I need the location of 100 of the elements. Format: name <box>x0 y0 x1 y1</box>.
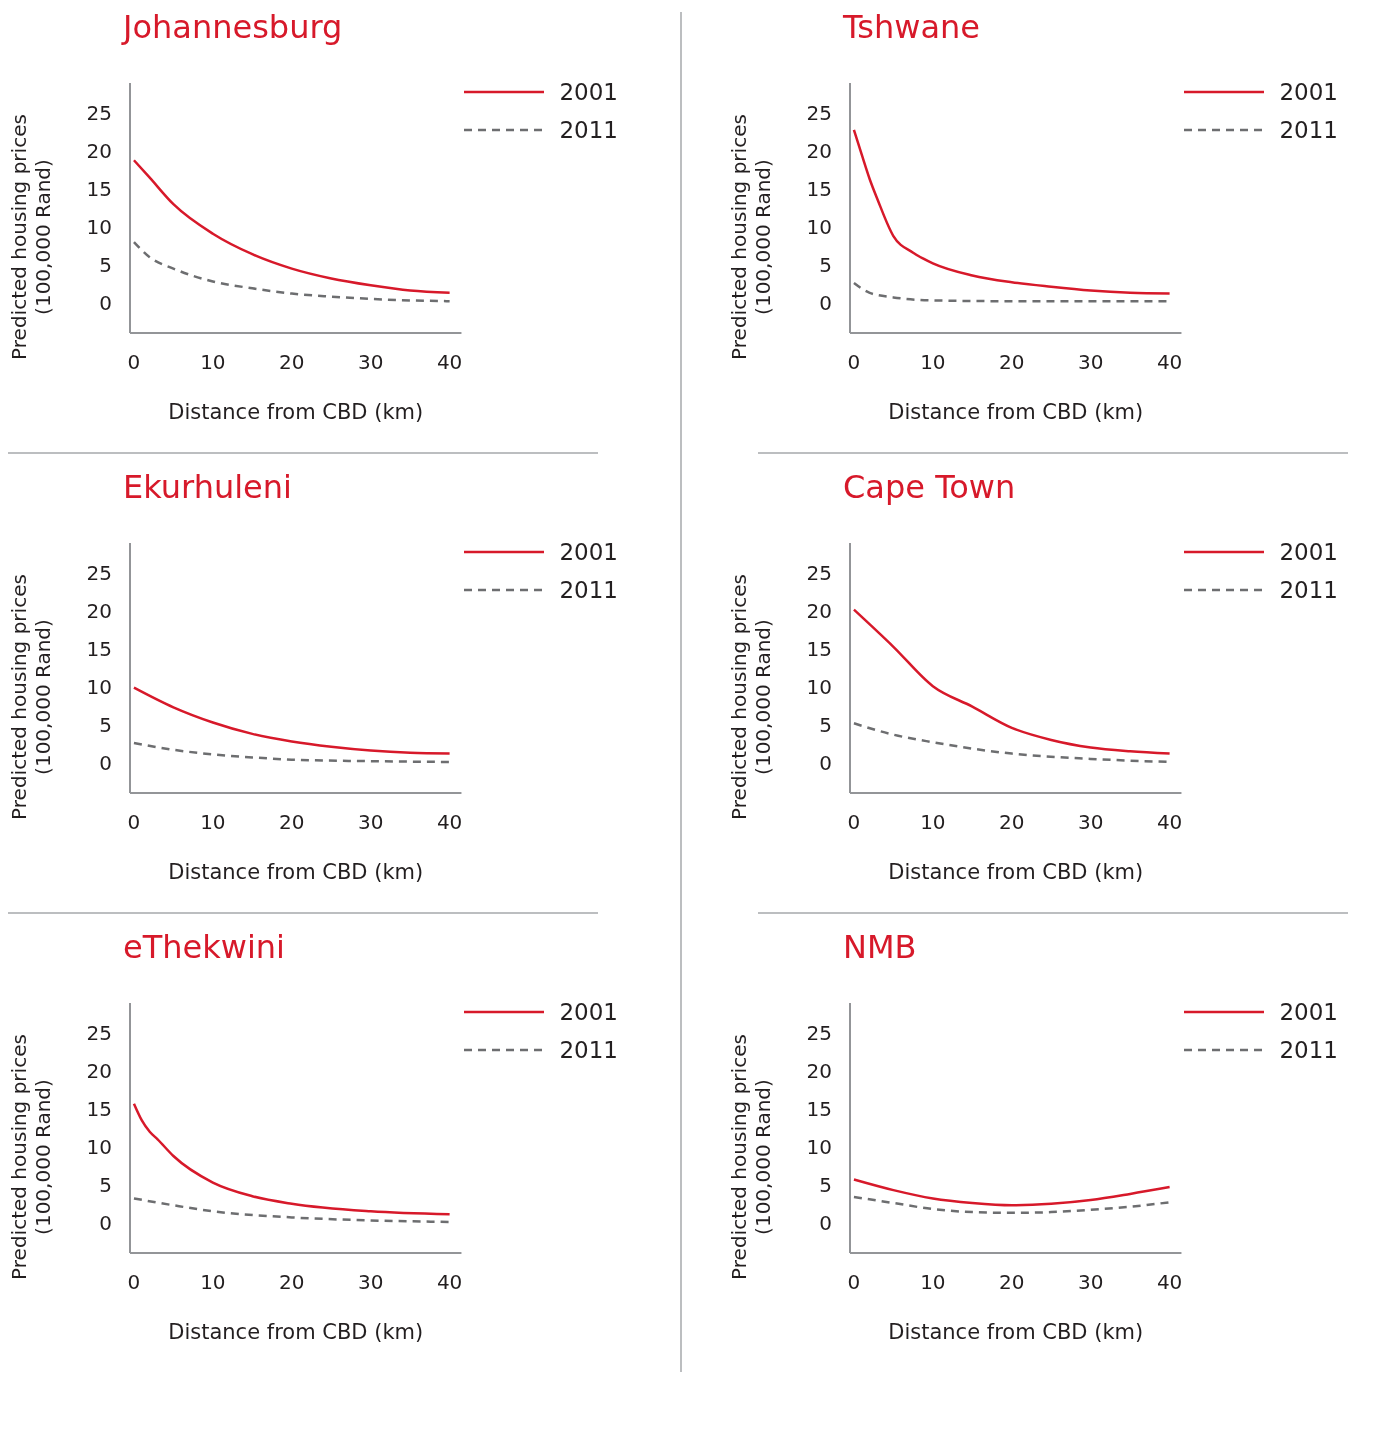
y-tick-label: 20 <box>806 599 832 624</box>
legend-label: 2011 <box>1279 117 1338 143</box>
x-tick-label: 40 <box>436 1270 463 1295</box>
x-tick-label: 40 <box>1156 1270 1183 1295</box>
y-tick-label: 0 <box>99 1210 112 1235</box>
y-tick-label: 20 <box>86 139 112 164</box>
x-tick-label: 20 <box>279 810 305 835</box>
y-tick-label: 10 <box>86 1135 112 1160</box>
x-tick-label: 10 <box>920 810 946 835</box>
y-axis-title: Predicted housing prices (100,000 Rand) <box>7 1033 55 1282</box>
y-tick-label: 10 <box>806 675 832 700</box>
y-tick-label: 20 <box>806 1059 832 1084</box>
line-series <box>852 1178 1171 1207</box>
y-tick-label: 20 <box>86 599 112 624</box>
y-tick-label: 0 <box>99 750 112 775</box>
y-axis-title: Predicted housing prices (100,000 Rand) <box>7 113 55 362</box>
y-tick-label: 10 <box>86 675 112 700</box>
x-tick-label: 20 <box>999 350 1025 375</box>
x-tick-label: 40 <box>1156 350 1183 375</box>
x-axis-title: Distance from CBD (km) <box>168 400 424 424</box>
line-series <box>132 159 451 295</box>
y-tick-label: 25 <box>86 101 112 126</box>
y-tick-label: 20 <box>806 139 832 164</box>
line-series <box>852 608 1171 755</box>
y-tick-label: 15 <box>806 177 832 202</box>
y-tick-label: 5 <box>99 1172 112 1197</box>
y-tick-label: 5 <box>819 1172 832 1197</box>
y-tick-label: 15 <box>86 637 112 662</box>
line-series <box>132 686 451 755</box>
x-tick-label: 10 <box>920 1270 946 1295</box>
x-tick-label: 30 <box>357 350 384 375</box>
y-tick-label: 0 <box>99 290 112 315</box>
y-tick-label: 25 <box>86 1021 112 1046</box>
y-tick-label: 25 <box>86 561 112 586</box>
y-tick-label: 0 <box>819 290 832 315</box>
y-tick-label: 10 <box>86 215 112 240</box>
y-tick-label: 25 <box>806 1021 832 1046</box>
x-tick-label: 40 <box>1156 810 1183 835</box>
x-tick-label: 40 <box>436 350 463 375</box>
y-tick-label: 0 <box>819 1210 832 1235</box>
y-tick-label: 20 <box>86 1059 112 1084</box>
x-tick-label: 0 <box>127 350 141 375</box>
legend-label: 2011 <box>559 577 618 603</box>
x-tick-label: 20 <box>279 1270 305 1295</box>
x-tick-label: 30 <box>1077 810 1104 835</box>
x-tick-label: 30 <box>357 810 384 835</box>
x-tick-label: 20 <box>999 1270 1025 1295</box>
chart-title: Ekurhuleni <box>123 468 292 506</box>
x-tick-label: 0 <box>847 810 861 835</box>
x-tick-label: 30 <box>357 1270 384 1295</box>
y-tick-label: 15 <box>806 1097 832 1122</box>
y-axis-title: Predicted housing prices (100,000 Rand) <box>727 113 775 362</box>
x-tick-label: 30 <box>1077 1270 1104 1295</box>
line-series <box>132 1102 451 1216</box>
x-tick-label: 10 <box>200 350 226 375</box>
y-tick-label: 10 <box>806 1135 832 1160</box>
chart-title: eThekwini <box>123 928 285 966</box>
legend-label: 2001 <box>1279 539 1338 565</box>
line-series <box>852 1195 1171 1215</box>
x-tick-label: 10 <box>920 350 946 375</box>
chart-title: Johannesburg <box>123 8 343 46</box>
y-tick-label: 0 <box>819 750 832 775</box>
legend-label: 2001 <box>559 999 618 1025</box>
x-tick-label: 10 <box>200 810 226 835</box>
x-tick-label: 20 <box>999 810 1025 835</box>
x-tick-label: 0 <box>127 1270 141 1295</box>
y-tick-label: 5 <box>99 712 112 737</box>
y-tick-label: 5 <box>819 252 832 277</box>
legend-label: 2011 <box>559 1037 618 1063</box>
x-axis-title: Distance from CBD (km) <box>888 860 1144 884</box>
y-axis-title: Predicted housing prices (100,000 Rand) <box>727 1033 775 1282</box>
x-tick-label: 40 <box>436 810 463 835</box>
legend-label: 2001 <box>559 539 618 565</box>
y-tick-label: 25 <box>806 561 832 586</box>
x-tick-label: 10 <box>200 1270 226 1295</box>
legend-label: 2001 <box>1279 999 1338 1025</box>
x-axis-title: Distance from CBD (km) <box>888 1320 1144 1344</box>
x-tick-label: 0 <box>847 350 861 375</box>
y-tick-label: 15 <box>806 637 832 662</box>
legend-label: 2001 <box>559 79 618 105</box>
y-tick-label: 25 <box>806 101 832 126</box>
y-axis-title: Predicted housing prices (100,000 Rand) <box>727 573 775 822</box>
legend-label: 2011 <box>1279 577 1338 603</box>
x-tick-label: 0 <box>127 810 141 835</box>
y-tick-label: 5 <box>99 252 112 277</box>
line-series <box>132 741 451 764</box>
chart-title: Cape Town <box>843 468 1016 506</box>
y-tick-label: 5 <box>819 712 832 737</box>
x-axis-title: Distance from CBD (km) <box>168 860 424 884</box>
chart-title: NMB <box>843 928 917 966</box>
line-series <box>132 240 451 303</box>
legend-label: 2011 <box>559 117 618 143</box>
x-tick-label: 20 <box>279 350 305 375</box>
legend-label: 2001 <box>1279 79 1338 105</box>
line-series <box>132 1197 451 1224</box>
x-axis-title: Distance from CBD (km) <box>888 400 1144 424</box>
y-axis-title: Predicted housing prices (100,000 Rand) <box>7 573 55 822</box>
x-tick-label: 30 <box>1077 350 1104 375</box>
line-series <box>852 128 1171 295</box>
legend-label: 2011 <box>1279 1037 1338 1063</box>
